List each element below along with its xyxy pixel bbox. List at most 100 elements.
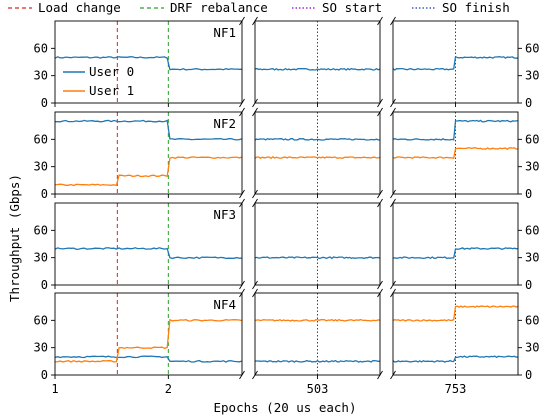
series-user1-line bbox=[392, 305, 519, 322]
y-tick-label-left: 0 bbox=[41, 278, 48, 292]
panel-frame bbox=[392, 202, 519, 286]
legend-label-3: SO finish bbox=[442, 0, 510, 15]
x-tick-label: 503 bbox=[307, 382, 329, 396]
series-user0-line bbox=[54, 56, 242, 71]
axis-break-mark bbox=[377, 280, 383, 290]
series-user0-line bbox=[392, 55, 519, 71]
y-tick-label-right: 60 bbox=[525, 132, 539, 146]
axis-break-mark bbox=[252, 370, 258, 380]
axis-break-mark bbox=[239, 98, 245, 108]
panel-title: NF1 bbox=[213, 25, 236, 40]
series-user0-line bbox=[55, 119, 243, 141]
series-user0-line bbox=[392, 247, 519, 260]
axis-break-mark bbox=[239, 198, 245, 208]
series-user1-line bbox=[54, 156, 243, 187]
panel-nf3-col1 bbox=[252, 198, 383, 290]
panel-nf2-col0: 0 30 60 NF2 bbox=[34, 107, 245, 201]
axis-break-mark bbox=[390, 98, 396, 108]
y-tick-label-left: 30 bbox=[34, 251, 48, 265]
axis-break-mark bbox=[239, 370, 245, 380]
y-tick-label-right: 0 bbox=[525, 187, 532, 201]
axis-break-mark bbox=[252, 288, 258, 298]
y-tick-label-left: 60 bbox=[34, 132, 48, 146]
panel-nf4-col0: 0 30 60 1 2 NF4 bbox=[34, 288, 245, 396]
x-axis-label: Epochs (20 us each) bbox=[214, 400, 357, 415]
x-tick-label: 2 bbox=[165, 382, 172, 396]
axis-break-mark bbox=[390, 288, 396, 298]
axis-break-mark bbox=[239, 107, 245, 117]
panel-title: NF4 bbox=[213, 297, 236, 312]
y-tick-label-right: 0 bbox=[525, 278, 532, 292]
series-user0-line bbox=[254, 137, 381, 141]
series-user0-line bbox=[254, 67, 381, 71]
legend-series-label-0: User 0 bbox=[89, 64, 134, 79]
y-axis-label: Throughput (Gbps) bbox=[7, 174, 22, 302]
y-tick-label-right: 60 bbox=[525, 223, 539, 237]
axis-break-mark bbox=[377, 189, 383, 199]
panel-nf1-col0: 0 30 60 NF1 bbox=[34, 16, 245, 110]
axis-break-mark bbox=[377, 98, 383, 108]
axis-break-mark bbox=[239, 16, 245, 26]
y-tick-label-left: 60 bbox=[34, 41, 48, 55]
legend-series-label-1: User 1 bbox=[89, 83, 134, 98]
axis-break-mark bbox=[239, 189, 245, 199]
panel-nf3-col0: 0 30 60 NF3 bbox=[34, 198, 245, 292]
axis-break-mark bbox=[239, 288, 245, 298]
axis-break-mark bbox=[377, 288, 383, 298]
y-tick-label-right: 60 bbox=[525, 313, 539, 327]
series-user0-line bbox=[54, 247, 243, 260]
panel-frame bbox=[392, 20, 519, 104]
panel-title: NF2 bbox=[213, 116, 236, 131]
axis-break-mark bbox=[377, 370, 383, 380]
y-tick-label-left: 30 bbox=[34, 69, 48, 83]
axis-break-mark bbox=[390, 198, 396, 208]
x-tick-label: 753 bbox=[445, 382, 467, 396]
y-tick-label-left: 0 bbox=[41, 187, 48, 201]
legend-label-2: SO start bbox=[322, 0, 382, 15]
y-tick-label-left: 0 bbox=[41, 368, 48, 382]
panel-nf2-col1 bbox=[252, 107, 383, 199]
panel-nf1-col2: 0 30 60 bbox=[390, 16, 539, 110]
y-tick-label-right: 30 bbox=[525, 160, 539, 174]
axis-break-mark bbox=[390, 370, 396, 380]
panel-nf4-col2: 0 30 60 753 bbox=[390, 288, 539, 396]
axis-break-mark bbox=[252, 107, 258, 117]
series-user0-line bbox=[254, 359, 381, 363]
y-tick-label-right: 60 bbox=[525, 41, 539, 55]
legend-label-0: Load change bbox=[38, 0, 121, 15]
axis-break-mark bbox=[252, 198, 258, 208]
panel-nf3-col2: 0 30 60 bbox=[390, 198, 539, 292]
panel-frame bbox=[254, 202, 381, 286]
panel-title: NF3 bbox=[213, 207, 236, 222]
series-user0-line bbox=[54, 355, 243, 363]
axis-break-mark bbox=[390, 280, 396, 290]
panel-nf2-col2: 0 30 60 bbox=[390, 107, 539, 201]
series-user1-line bbox=[254, 318, 381, 322]
series-user0-line bbox=[392, 119, 519, 141]
panel-frame bbox=[54, 111, 243, 195]
y-tick-label-right: 0 bbox=[525, 96, 532, 110]
series-user0-line bbox=[392, 355, 519, 363]
y-tick-label-left: 60 bbox=[34, 313, 48, 327]
axis-break-mark bbox=[239, 280, 245, 290]
panel-frame bbox=[254, 20, 381, 104]
y-tick-label-right: 0 bbox=[525, 368, 532, 382]
panel-nf4-col1: 503 bbox=[252, 288, 383, 396]
panel-frame bbox=[54, 20, 243, 104]
panel-frame bbox=[54, 292, 243, 376]
legend-series: User 0 User 1 bbox=[63, 64, 134, 98]
panel-frame bbox=[254, 111, 381, 195]
axis-break-mark bbox=[377, 16, 383, 26]
x-tick-label: 1 bbox=[51, 382, 58, 396]
legend-top: Load change DRF rebalance SO start SO finis… bbox=[8, 0, 510, 15]
legend-label-1: DRF rebalance bbox=[170, 0, 268, 15]
y-tick-label-right: 30 bbox=[525, 69, 539, 83]
panel-grid: 03060NF10306003060NF20306003060NF3030600… bbox=[34, 16, 539, 396]
y-tick-label-left: 30 bbox=[34, 341, 48, 355]
y-tick-label-left: 60 bbox=[34, 223, 48, 237]
axis-break-mark bbox=[252, 189, 258, 199]
y-tick-label-right: 30 bbox=[525, 251, 539, 265]
panel-frame bbox=[54, 202, 243, 286]
series-user0-line bbox=[254, 256, 381, 260]
